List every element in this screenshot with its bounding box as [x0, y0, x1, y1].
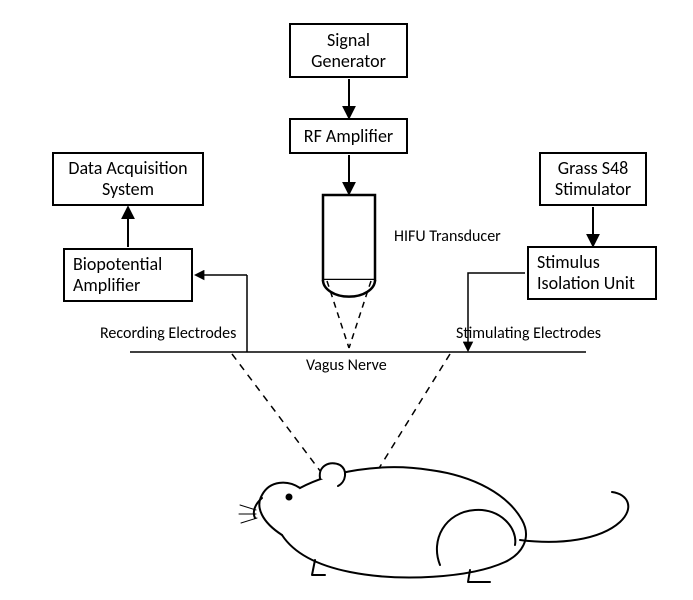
label-recording-electrodes: Recording Electrodes [100, 324, 236, 343]
rat-neck-target [332, 494, 368, 518]
node-signal-generator: Signal Generator [289, 23, 408, 78]
label-stimulating-electrodes: Stimulating Electrodes [456, 324, 601, 343]
projection-right [358, 354, 450, 502]
projection-left [232, 354, 345, 504]
node-label: RF Amplifier [304, 126, 393, 147]
transducer-lens [323, 280, 375, 297]
node-label: Biopotential Amplifier [73, 254, 162, 295]
node-label: Data Acquisition System [68, 158, 187, 199]
node-label: Grass S48 Stimulator [555, 158, 631, 199]
transducer-beam-right [349, 281, 371, 348]
rat-icon [239, 463, 628, 582]
node-data-acquisition: Data Acquisition System [52, 152, 204, 206]
node-biopotential-amplifier: Biopotential Amplifier [63, 248, 193, 302]
transducer-beam-left [327, 281, 349, 348]
label-vagus-nerve: Vagus Nerve [306, 356, 387, 375]
diagram-canvas: Signal Generator RF Amplifier Data Acqui… [0, 0, 693, 600]
node-rf-amplifier: RF Amplifier [289, 118, 408, 154]
node-grass-s48: Grass S48 Stimulator [539, 152, 647, 206]
label-hifu-transducer: HIFU Transducer [394, 227, 501, 246]
transducer-body [323, 195, 375, 280]
node-label: Stimulus Isolation Unit [537, 252, 635, 293]
node-label: Signal Generator [311, 30, 386, 71]
node-stimulus-isolation: Stimulus Isolation Unit [527, 246, 657, 300]
